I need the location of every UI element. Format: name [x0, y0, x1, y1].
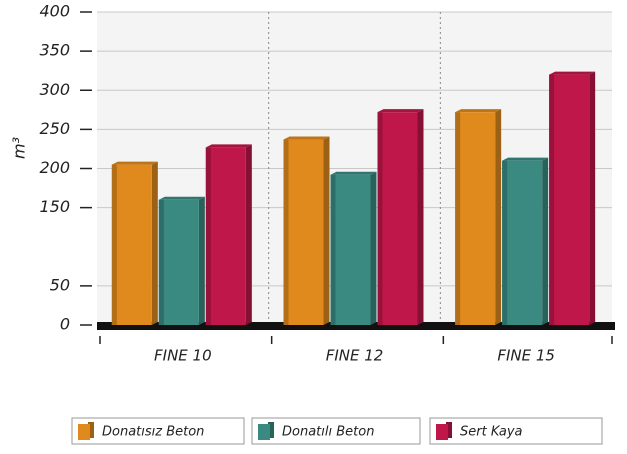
legend-item: Donatısız Beton: [71, 417, 245, 445]
bar-top: [502, 157, 549, 161]
legend-label: Donatısız Beton: [102, 425, 204, 440]
y-tick-label: 250: [39, 119, 70, 138]
x-tick-label: FINE 15: [497, 347, 555, 365]
bar-front: [455, 112, 496, 325]
bar-front: [549, 74, 590, 325]
bar-front: [205, 147, 246, 325]
legend-box: [71, 417, 245, 445]
bar-side: [245, 144, 252, 325]
bar-side: [323, 136, 330, 325]
bar-top: [330, 171, 377, 175]
bar: [377, 109, 424, 325]
legend-swatch: [436, 424, 448, 440]
legend-swatch: [78, 424, 90, 440]
bar: [158, 196, 205, 325]
bar-top: [205, 144, 252, 148]
bar-top: [549, 71, 596, 75]
bar-edge: [111, 164, 117, 325]
bar-edge: [455, 112, 461, 325]
legend-label: Donatılı Beton: [282, 425, 374, 440]
bar: [283, 136, 330, 325]
legend-swatch-side: [88, 422, 94, 438]
bar-front: [111, 164, 152, 325]
legend-box: [251, 417, 421, 445]
y-axis-label: m³: [10, 137, 29, 159]
x-tick-label: FINE 12: [326, 347, 384, 365]
bar-edge: [549, 74, 555, 325]
legend-swatch-side: [268, 422, 274, 438]
legend-box: [429, 417, 603, 445]
x-tick-label: FINE 10: [154, 347, 212, 365]
bar-edge: [502, 160, 508, 325]
legend-item: Donatılı Beton: [251, 417, 421, 445]
bar-top: [377, 109, 424, 113]
bar-top: [283, 136, 330, 140]
bar-side: [370, 171, 377, 325]
bar-side: [198, 196, 205, 325]
y-tick-label: 400: [39, 2, 70, 21]
bar-front: [283, 139, 324, 325]
bar: [549, 71, 596, 325]
y-tick-label: 300: [39, 80, 70, 99]
bar-top: [111, 161, 158, 165]
bar-side: [417, 109, 424, 325]
bar-side: [495, 109, 502, 325]
bar-side: [542, 157, 549, 325]
bar-edge: [377, 112, 383, 325]
y-tick-label: 200: [39, 158, 70, 177]
bar-top: [455, 109, 502, 113]
bar-edge: [283, 139, 289, 325]
bar-side: [151, 161, 158, 325]
y-tick-label: 50: [50, 275, 70, 294]
y-tick-label: 350: [39, 41, 70, 60]
bar-edge: [158, 199, 164, 325]
bar-front: [377, 112, 418, 325]
legend-swatch-side: [446, 422, 452, 438]
bar-edge: [205, 147, 211, 325]
legend-item: Sert Kaya: [429, 417, 603, 445]
y-tick-label: 0: [60, 315, 70, 334]
bar: [455, 109, 502, 325]
bar: [502, 157, 549, 325]
bar: [330, 171, 377, 325]
bar-edge: [330, 174, 336, 325]
bar-top: [158, 196, 205, 200]
bar-front: [158, 199, 199, 325]
bar-front: [502, 160, 543, 325]
bar-side: [589, 71, 596, 325]
bar-front: [330, 174, 371, 325]
floor: [97, 322, 615, 330]
legend-label: Sert Kaya: [460, 425, 523, 440]
y-tick-label: 150: [39, 197, 70, 216]
legend-swatch: [258, 424, 270, 440]
bar: [111, 161, 158, 325]
bar: [205, 144, 252, 325]
